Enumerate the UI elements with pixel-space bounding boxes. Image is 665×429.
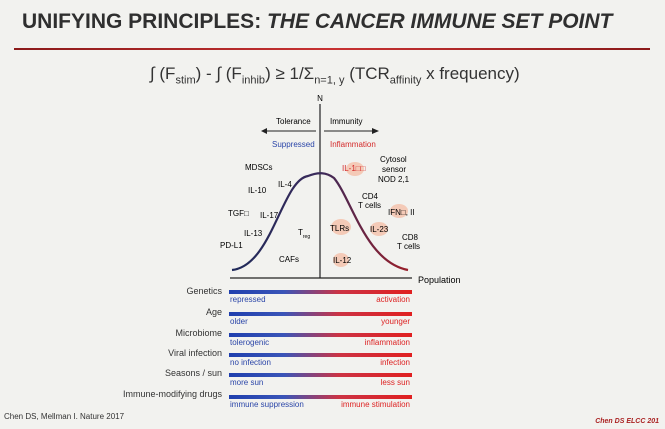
x-axis-label: Population [418,275,461,285]
label-cd4-2: T cells [358,201,381,210]
factor-right-seasons: less sun [380,378,410,387]
factor-left-age: older [230,317,248,326]
label-cd4-1: CD4 [362,192,379,201]
factor-bar-drugs [229,395,412,399]
formula-subscript: n=1, y [314,74,345,87]
factor-right-microbiome: inflammation [364,338,410,347]
highlight-il12 [333,253,349,267]
label-cd8-2: T cells [397,242,420,251]
formula-part: ) ≥ 1/Σ [265,64,315,83]
y-axis-label: N [317,94,323,103]
factor-right-age: younger [381,317,410,326]
formula-part: ) - ∫ (F [195,64,242,83]
factor-label-genetics: Genetics [186,286,222,296]
factor-right-drugs: immune stimulation [341,400,410,409]
label-tgf: TGF□ [228,209,249,218]
formula-subscript: affinity [389,74,422,87]
suppressed-label: Suppressed [272,140,315,149]
label-il23: IL-23 [370,225,389,234]
factor-label-viral-infection: Viral infection [168,348,222,358]
label-il17: IL-17 [260,211,279,220]
title-prefix: UNIFYING PRINCIPLES: [22,10,262,33]
factor-bar-genetics [229,290,412,294]
factor-right-viral-infection: infection [380,358,410,367]
factor-label-seasons: Seasons / sun [164,368,222,378]
factor-bar-seasons [229,373,412,377]
factor-left-seasons: more sun [230,378,264,387]
label-il4: IL-4 [278,180,292,189]
label-treg: Treg [298,228,310,240]
treg-sub: reg [303,234,310,240]
treg-main: T [298,228,303,237]
bell-curve [231,172,409,272]
highlight-tlrs [331,219,351,235]
factor-left-drugs: immune suppression [230,400,304,409]
label-il10: IL-10 [248,186,267,195]
immunity-arrowhead [372,128,379,134]
factor-bar-viral-infection [229,353,412,357]
immunity-label: Immunity [330,117,362,126]
highlight-il23 [370,222,388,236]
label-cafs: CAFs [279,255,299,264]
title-divider [14,48,650,50]
label-cytosol-2: sensor [382,165,406,174]
label-il12: IL-12 [333,256,352,265]
formula-subscript: inhib [241,74,266,87]
label-cytosol-3: NOD 2,1 [378,175,410,184]
label-il13: IL-13 [244,229,263,238]
factor-label-age: Age [205,307,222,317]
label-pdl1: PD-L1 [220,241,243,250]
label-cytosol-1: Cytosol [380,155,407,164]
highlight-il1 [346,162,364,176]
factor-left-microbiome: tolerogenic [230,338,270,347]
set-point-formula: ∫ (Fstim) - ∫ (Finhib) ≥ 1/Σn=1, y (TCRa… [150,64,520,86]
label-tlrs: TLRs [330,224,349,233]
label-mdscs: MDSCs [245,163,273,172]
factor-bar-age [229,312,412,316]
label-ifn: IFN□, II [388,208,415,217]
title-italic: THE CANCER IMMUNE SET POINT [267,10,613,33]
formula-part: x frequency) [421,64,520,83]
formula-subscript: stim [175,74,196,87]
footer-source: Chen DS ELCC 201 [595,418,659,425]
label-cd8-1: CD8 [402,233,419,242]
slide-title: UNIFYING PRINCIPLES: THE CANCER IMMUNE S… [22,10,612,34]
tolerance-label: Tolerance [276,117,311,126]
inflammation-label: Inflammation [330,140,376,149]
factor-bar-microbiome [229,333,412,337]
formula-part: (TCR [344,64,390,83]
factor-left-viral-infection: no infection [230,358,271,367]
factor-label-microbiome: Microbiome [175,328,222,338]
formula-part: ∫ (F [150,64,176,83]
factor-label-drugs: Immune-modifying drugs [122,389,222,399]
highlight-ifn [390,204,408,218]
label-il1: IL-1□□ [342,164,366,173]
factor-right-genetics: activation [376,295,410,304]
citation: Chen DS, Mellman I. Nature 2017 [4,412,125,421]
factor-left-genetics: repressed [230,295,266,304]
